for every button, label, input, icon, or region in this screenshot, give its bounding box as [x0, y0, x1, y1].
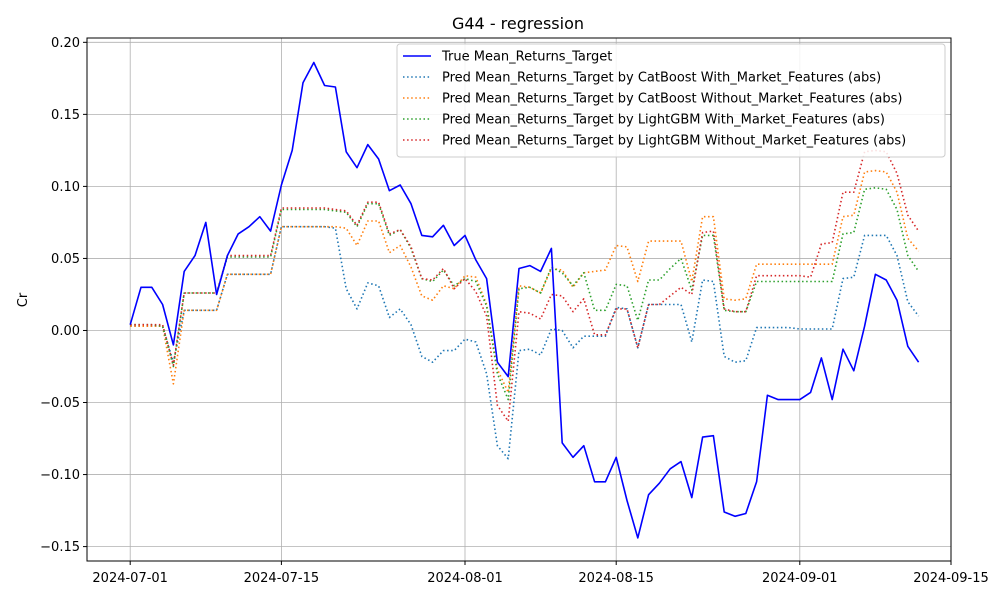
- y-axis-label: Cr: [16, 292, 31, 307]
- series-lines: [129, 61, 920, 539]
- series-line-2: [130, 169, 920, 394]
- y-tick-label: −0.10: [40, 468, 80, 483]
- legend-label: True Mean_Returns_Target: [441, 50, 612, 65]
- y-tick-label: 0.10: [51, 180, 80, 195]
- x-tick-label: 2024-09-01: [762, 571, 838, 586]
- series-line-1: [130, 225, 920, 460]
- y-tick-label: −0.15: [40, 540, 80, 555]
- chart-title: G44 - regression: [452, 14, 584, 33]
- y-tick-label: 0.00: [51, 324, 80, 339]
- x-tick-label: 2024-08-01: [427, 571, 503, 586]
- y-tick-label: −0.05: [40, 396, 80, 411]
- x-tick-label: 2024-07-01: [92, 571, 168, 586]
- series-line-3: [130, 187, 920, 401]
- plot-frame: [86, 37, 952, 562]
- y-tick-label: 0.15: [51, 108, 80, 123]
- legend: True Mean_Returns_Target Pred Mean_Return…: [396, 43, 946, 158]
- y-tick-label: 0.20: [51, 36, 80, 51]
- y-tick-label: 0.05: [51, 252, 80, 267]
- series-line-0: [129, 61, 920, 539]
- series-line-4: [130, 149, 920, 423]
- x-tick-label: 2024-09-15: [913, 571, 989, 586]
- axis-ticks: 2024-07-01 2024-07-15 2024-08-01 2024-08-15…: [40, 36, 989, 586]
- legend-label: Pred Mean_Returns_Target by LightGBM Wit…: [442, 134, 906, 149]
- x-tick-label: 2024-08-15: [578, 571, 654, 586]
- legend-label: Pred Mean_Returns_Target by CatBoost Wit…: [442, 71, 881, 86]
- legend-label: Pred Mean_Returns_Target by LightGBM Wit…: [442, 113, 885, 128]
- legend-box: [396, 43, 946, 158]
- x-tick-label: 2024-07-15: [244, 571, 320, 586]
- legend-label: Pred Mean_Returns_Target by CatBoost Wit…: [442, 92, 902, 107]
